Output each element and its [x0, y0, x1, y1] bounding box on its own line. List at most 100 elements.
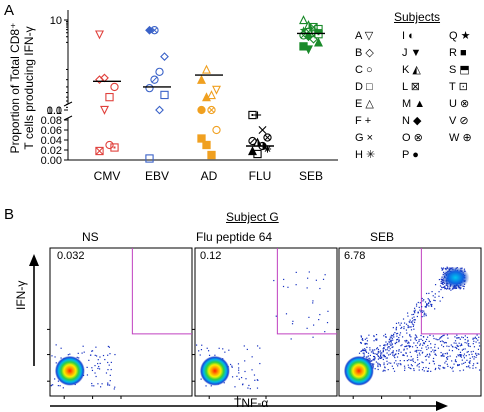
event-dot [390, 336, 393, 338]
event-dot [478, 336, 480, 338]
event-dot [228, 349, 230, 351]
event-dot [434, 353, 436, 355]
event-dot [412, 313, 415, 316]
event-dot [403, 322, 406, 324]
event-dot [379, 365, 382, 367]
event-dot [86, 374, 89, 376]
event-dot [372, 351, 374, 353]
plot-seb-title: SEB [370, 230, 395, 244]
event-dot [445, 267, 447, 270]
event-dot [256, 387, 259, 389]
data-point [317, 33, 320, 36]
event-dot [292, 320, 294, 322]
event-dot [403, 348, 405, 350]
event-dot [407, 326, 409, 328]
event-dot [224, 351, 226, 353]
event-dot [415, 350, 417, 352]
event-dot [422, 342, 425, 344]
event-dot [428, 305, 430, 307]
event-dot [438, 339, 440, 341]
event-dot [319, 287, 321, 290]
event-dot [200, 349, 203, 351]
subject-legend-item: W ⊕ [449, 132, 472, 144]
event-dot [231, 366, 233, 368]
event-dot [459, 354, 462, 357]
event-dot [451, 350, 454, 352]
event-dot [372, 364, 374, 367]
event-dot [465, 355, 467, 357]
event-dot [462, 336, 464, 339]
subject-g-title: Subject G [226, 210, 279, 224]
event-dot [379, 357, 382, 359]
event-dot [478, 342, 480, 344]
event-dot [421, 352, 423, 354]
event-dot [433, 360, 435, 363]
event-dot [418, 352, 421, 354]
event-dot [430, 343, 432, 345]
event-dot [107, 345, 109, 348]
event-dot [365, 342, 367, 345]
event-dot [358, 352, 361, 354]
event-dot [468, 354, 470, 356]
event-dot [423, 315, 425, 317]
event-dot [442, 345, 445, 348]
subject-legend-item: C ○ [355, 64, 373, 76]
subject-legend-item: F + [355, 115, 372, 127]
event-dot [82, 345, 84, 347]
data-point [160, 90, 169, 100]
event-dot [427, 367, 430, 370]
event-dot [386, 349, 388, 351]
event-dot [407, 326, 409, 329]
event-dot [398, 339, 400, 341]
event-dot [432, 335, 434, 337]
data-point [264, 146, 271, 152]
event-dot [363, 354, 365, 356]
event-dot [473, 356, 475, 358]
event-dot [386, 363, 389, 365]
data-point [208, 107, 215, 113]
event-dot [107, 383, 109, 385]
event-dot [403, 354, 405, 357]
event-dot [459, 354, 461, 356]
data-point [197, 134, 206, 143]
event-dot [442, 268, 444, 271]
data-point [212, 85, 221, 95]
event-dot [434, 296, 436, 298]
event-dot [413, 324, 415, 326]
event-dot [365, 356, 367, 358]
event-dot [433, 337, 435, 340]
event-dot [392, 335, 394, 337]
event-dot [440, 337, 442, 339]
event-dot [436, 339, 438, 341]
event-dot [231, 376, 234, 378]
event-dot [440, 288, 442, 291]
event-dot [295, 271, 297, 273]
event-dot [97, 359, 99, 361]
event-dot [391, 365, 393, 367]
gate-value-flu: 0.12 [200, 250, 222, 262]
event-dot [400, 345, 402, 347]
gate-value-seb: 6.78 [344, 250, 366, 262]
event-dot [446, 266, 448, 268]
event-dot [471, 353, 473, 355]
event-dot [404, 367, 406, 369]
event-dot [326, 321, 329, 324]
event-dot [430, 305, 433, 307]
event-dot [468, 342, 470, 345]
event-dot [416, 356, 419, 358]
event-dot [425, 346, 427, 348]
data-point [253, 149, 262, 159]
event-dot [361, 338, 364, 340]
event-dot [419, 344, 421, 346]
event-dot [438, 364, 440, 367]
event-dot [395, 328, 397, 330]
event-dot [390, 334, 393, 336]
event-dot [377, 355, 379, 357]
event-dot [384, 370, 386, 372]
event-dot [400, 327, 402, 329]
event-dot [360, 342, 362, 344]
event-dot [394, 356, 396, 359]
event-dot [458, 348, 460, 351]
event-dot [86, 366, 88, 368]
event-dot [97, 367, 99, 370]
